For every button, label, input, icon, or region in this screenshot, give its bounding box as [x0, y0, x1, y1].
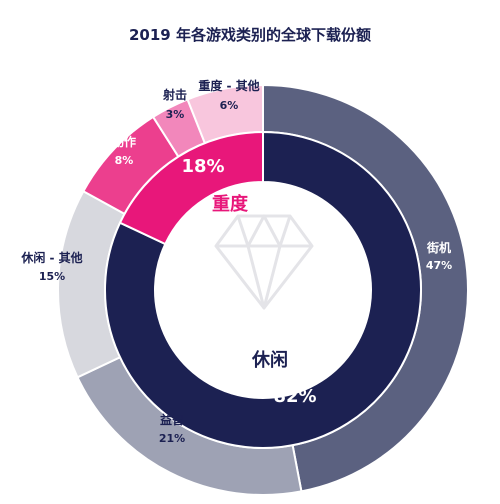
inner-slice-value: 18% — [181, 156, 224, 177]
outer-slice-label: 动作 — [112, 134, 136, 149]
chart-title: 2019 年各游戏类别的全球下载份额 — [129, 26, 371, 44]
inner-slice-label: 休闲 — [251, 349, 288, 371]
outer-ring — [57, 83, 469, 496]
outer-slice-value: 3% — [166, 108, 185, 121]
outer-slice-label: 射击 — [162, 87, 187, 102]
inner-ring — [104, 130, 422, 449]
inner-slice — [104, 130, 422, 449]
inner-slice — [118, 130, 264, 246]
inner-slice-label: 重度 — [212, 193, 249, 215]
outer-slice-value: 6% — [220, 99, 239, 112]
outer-slice-label: 益智 — [160, 412, 184, 427]
outer-slice-value: 47% — [426, 259, 452, 272]
diamond-icon — [214, 214, 314, 310]
outer-slice-label: 休闲 - 其他 — [20, 250, 82, 265]
outer-slice-label: 街机 — [426, 240, 451, 255]
outer-slice-value: 15% — [39, 270, 65, 283]
outer-slice-value: 21% — [159, 432, 185, 445]
outer-slice-value: 8% — [115, 154, 134, 167]
inner-slice-value: 82% — [273, 386, 316, 407]
outer-slice-label: 重度 - 其他 — [198, 78, 259, 93]
